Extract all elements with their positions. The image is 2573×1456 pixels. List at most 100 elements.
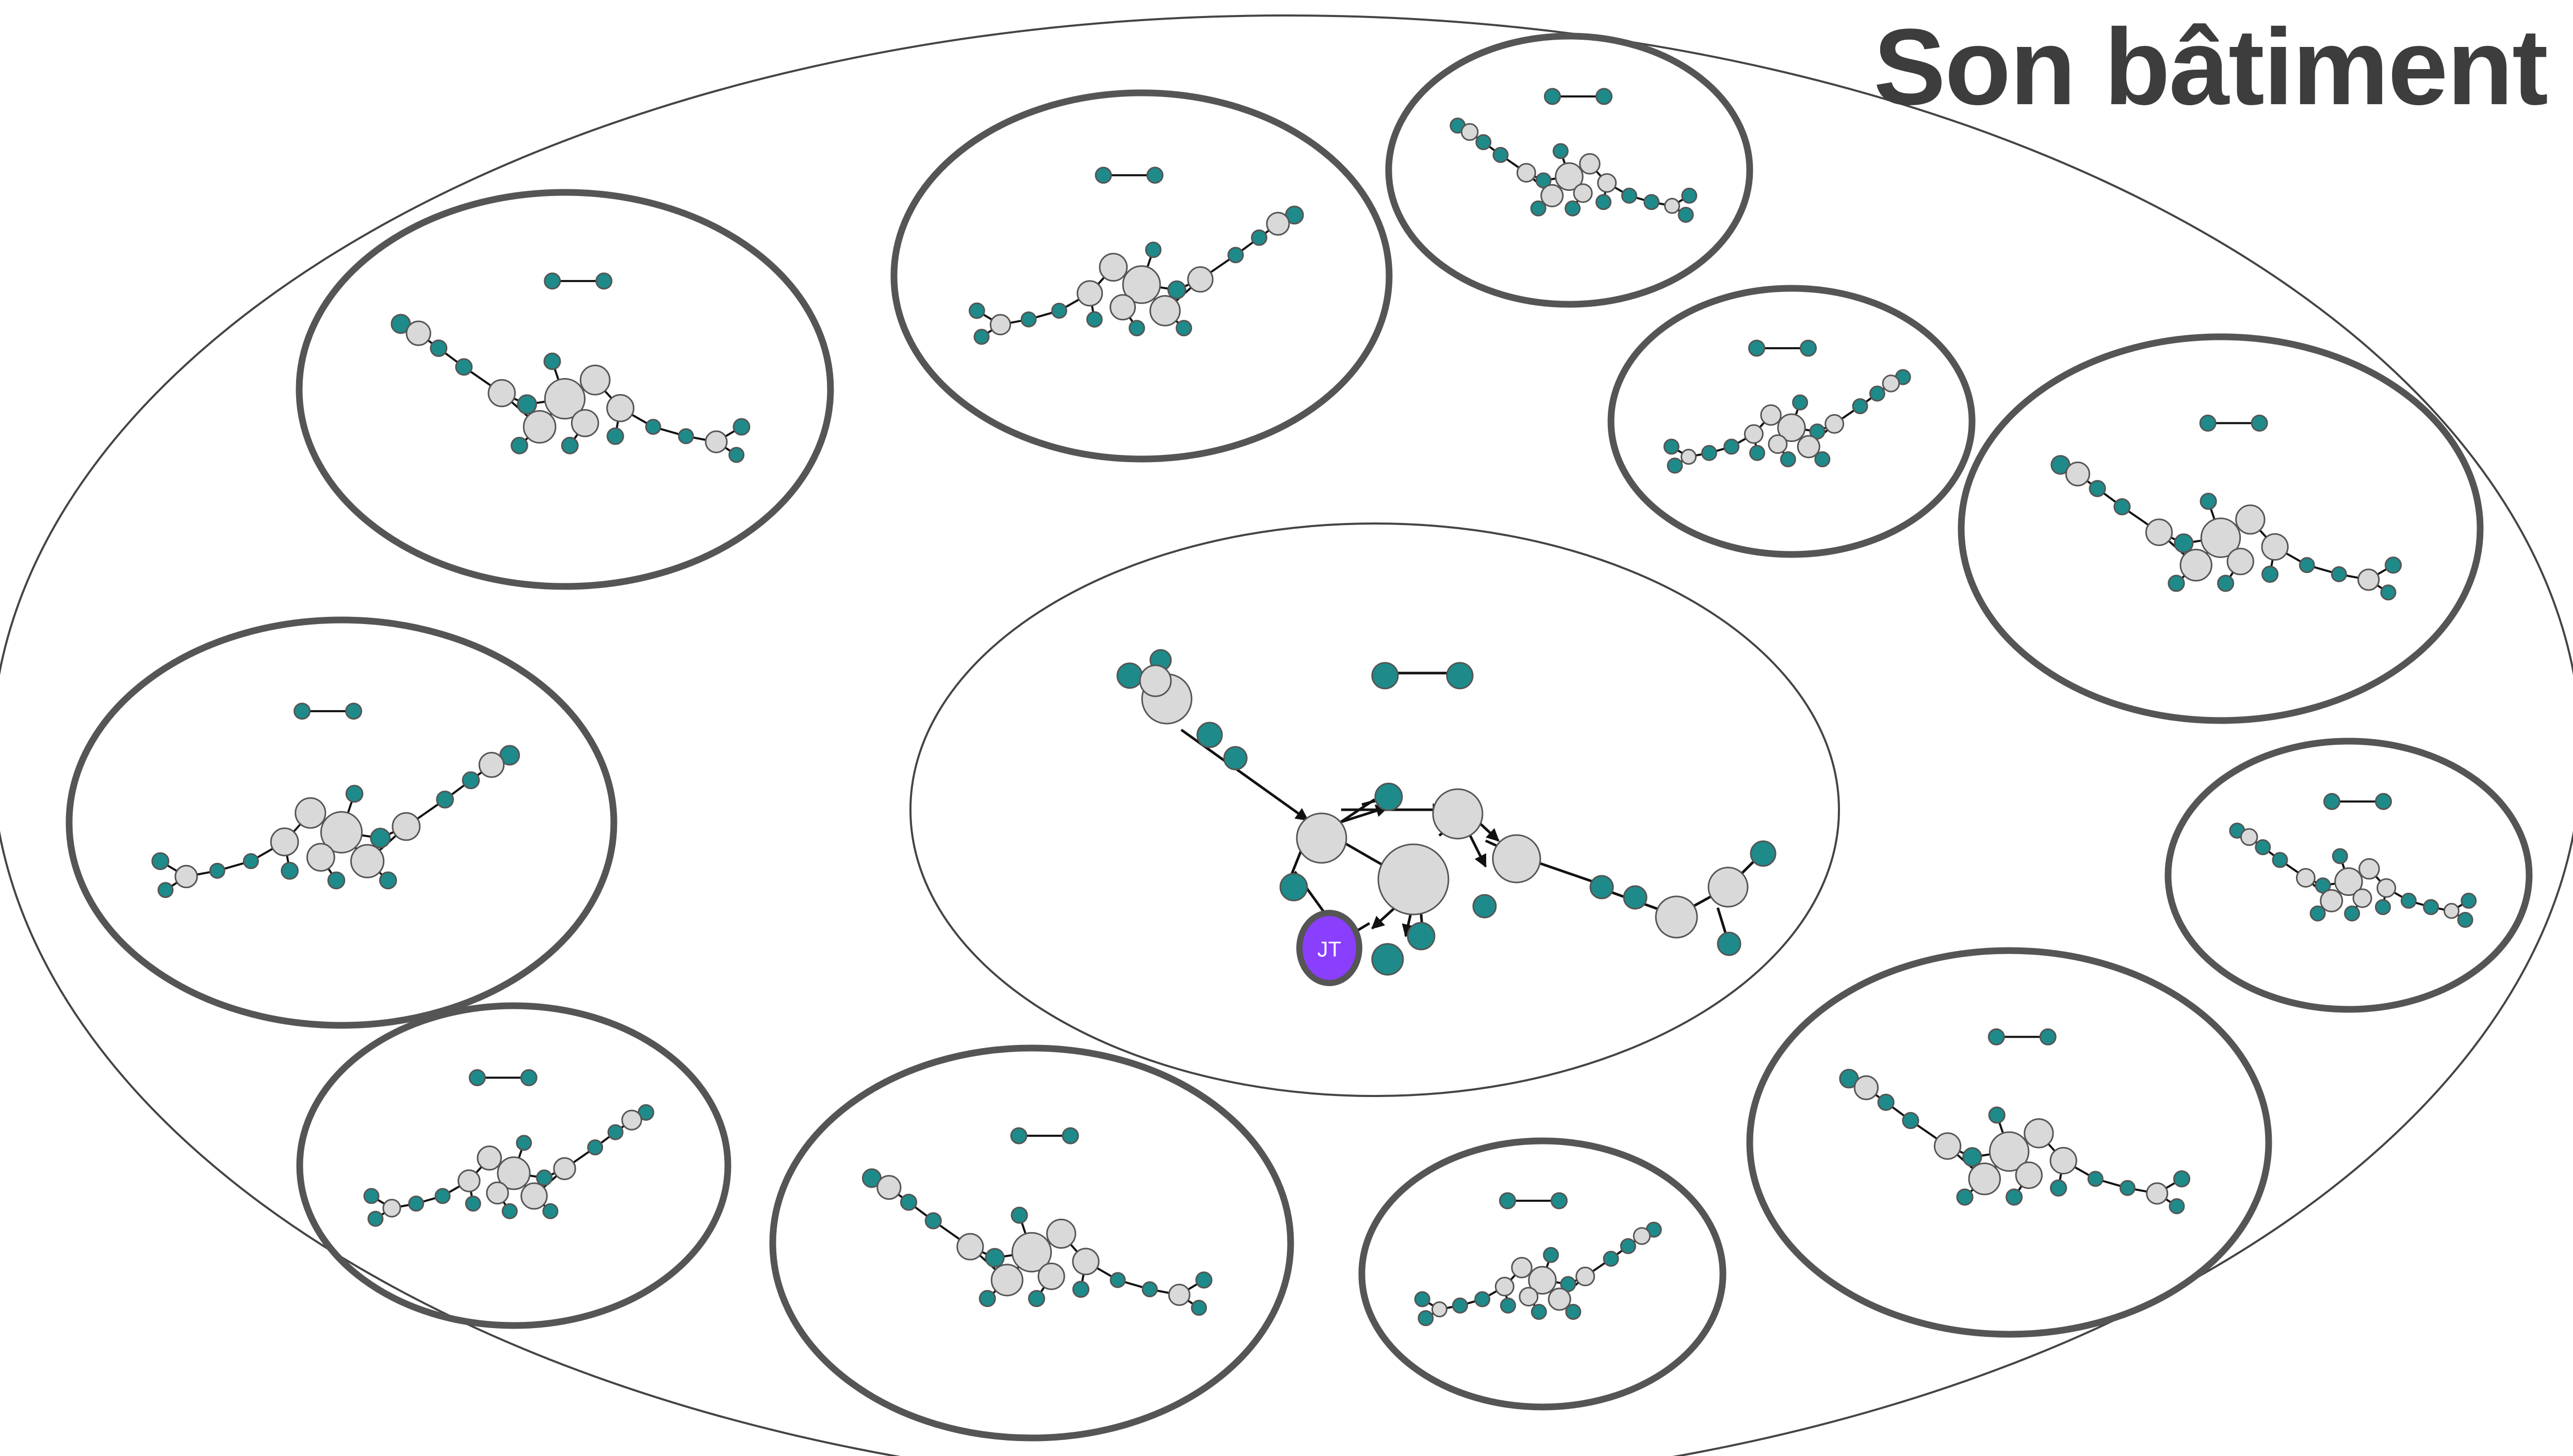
- teal-node: [1800, 339, 1817, 357]
- teal-node: [1565, 1304, 1582, 1320]
- gray-node: [1460, 123, 1479, 141]
- teal-node: [1371, 662, 1399, 690]
- teal-node: [1667, 457, 1683, 474]
- teal-node: [1852, 398, 1868, 415]
- teal-node: [1499, 1192, 1516, 1209]
- gray-node: [571, 409, 599, 437]
- teal-node: [1780, 451, 1796, 468]
- gray-node: [486, 1181, 509, 1205]
- teal-node: [501, 1203, 518, 1219]
- teal-node: [2309, 905, 2326, 922]
- teal-node: [2375, 793, 2392, 810]
- gray-node: [1492, 834, 1541, 884]
- teal-node: [1195, 1271, 1213, 1289]
- teal-node: [1414, 1291, 1430, 1307]
- network-nodes: [2229, 793, 2477, 928]
- gray-node: [606, 394, 634, 422]
- teal-node: [157, 882, 174, 898]
- cluster-circle: [2164, 738, 2533, 1013]
- teal-node: [1492, 146, 1509, 163]
- teal-node: [1902, 1112, 1919, 1130]
- teal-node: [363, 1188, 380, 1204]
- network-nodes: [861, 1127, 1213, 1316]
- teal-node: [924, 1212, 942, 1230]
- gray-node: [2200, 517, 2241, 558]
- gray-node: [1519, 1287, 1539, 1307]
- teal-node: [516, 1135, 532, 1151]
- teal-node: [1167, 280, 1186, 300]
- highlight-node-label: JT: [1317, 937, 1342, 961]
- gray-node: [1431, 1301, 1447, 1318]
- teal-node: [595, 272, 613, 290]
- network-nodes: [1414, 1192, 1662, 1327]
- teal-node: [2217, 575, 2235, 592]
- teal-node: [2461, 892, 2477, 909]
- teal-node: [678, 428, 694, 445]
- teal-node: [1551, 1192, 1568, 1209]
- gray-node: [1110, 294, 1136, 321]
- teal-node: [1678, 206, 1694, 223]
- gray-node: [477, 1145, 502, 1171]
- teal-node: [1418, 1310, 1434, 1327]
- page-title: Son bâtiment: [1873, 6, 2548, 127]
- teal-node: [587, 1139, 604, 1156]
- network-nodes: [363, 1069, 655, 1227]
- teal-node: [1072, 1281, 1089, 1298]
- teal-node: [1603, 1251, 1619, 1267]
- gray-node: [1432, 788, 1484, 840]
- gray-node: [306, 843, 335, 872]
- gray-node: [487, 379, 516, 407]
- gray-node: [1548, 1287, 1571, 1311]
- cluster-circle: [1385, 32, 1753, 308]
- teal-node: [2332, 848, 2348, 864]
- teal-node: [1500, 1297, 1516, 1314]
- teal-node: [542, 1203, 559, 1219]
- teal-node: [1086, 311, 1103, 328]
- gray-node: [458, 1169, 481, 1192]
- gray-node: [1882, 374, 1900, 392]
- gray-node: [1579, 153, 1601, 175]
- gray-node: [1494, 1277, 1515, 1297]
- gray-node: [174, 864, 198, 889]
- gray-node: [1633, 1227, 1651, 1245]
- teal-node: [1792, 394, 1809, 411]
- teal-node: [1474, 1291, 1491, 1307]
- teal-node: [1681, 187, 1698, 204]
- teal-node: [1279, 873, 1308, 902]
- teal-node: [455, 358, 473, 376]
- gray-node: [1573, 183, 1593, 203]
- gray-node: [1516, 162, 1536, 183]
- gray-node: [2015, 1161, 2043, 1189]
- teal-node: [1552, 143, 1569, 159]
- teal-node: [1371, 943, 1404, 976]
- gray-node: [1037, 1263, 1065, 1290]
- teal-node: [1750, 840, 1777, 867]
- gray-node: [295, 797, 327, 829]
- teal-node: [2049, 1179, 2067, 1197]
- network-nodes: [390, 272, 751, 463]
- network-nodes: [968, 167, 1304, 345]
- teal-node: [2400, 892, 2417, 909]
- gray-node: [520, 1182, 548, 1210]
- teal-node: [1748, 339, 1765, 357]
- network-nodes: [151, 702, 520, 898]
- gray-node: [1655, 895, 1698, 939]
- teal-node: [1191, 1300, 1207, 1316]
- teal-node: [2423, 899, 2439, 915]
- teal-node: [1809, 423, 1826, 440]
- network-nodes: [1839, 1028, 2191, 1215]
- building-boundary: [0, 14, 2573, 1456]
- teal-node: [1595, 194, 1611, 210]
- teal-node: [2457, 911, 2473, 928]
- gray-node: [1072, 1248, 1100, 1275]
- cluster-circles: [66, 32, 2533, 1442]
- cluster-circle: [296, 1002, 731, 1329]
- gray-node: [1933, 1132, 1962, 1160]
- teal-node: [1176, 320, 1192, 337]
- teal-node: [151, 852, 170, 871]
- gray-node: [705, 430, 728, 453]
- teal-node: [2168, 575, 2185, 592]
- teal-node: [2039, 1028, 2057, 1045]
- teal-node: [979, 1290, 996, 1307]
